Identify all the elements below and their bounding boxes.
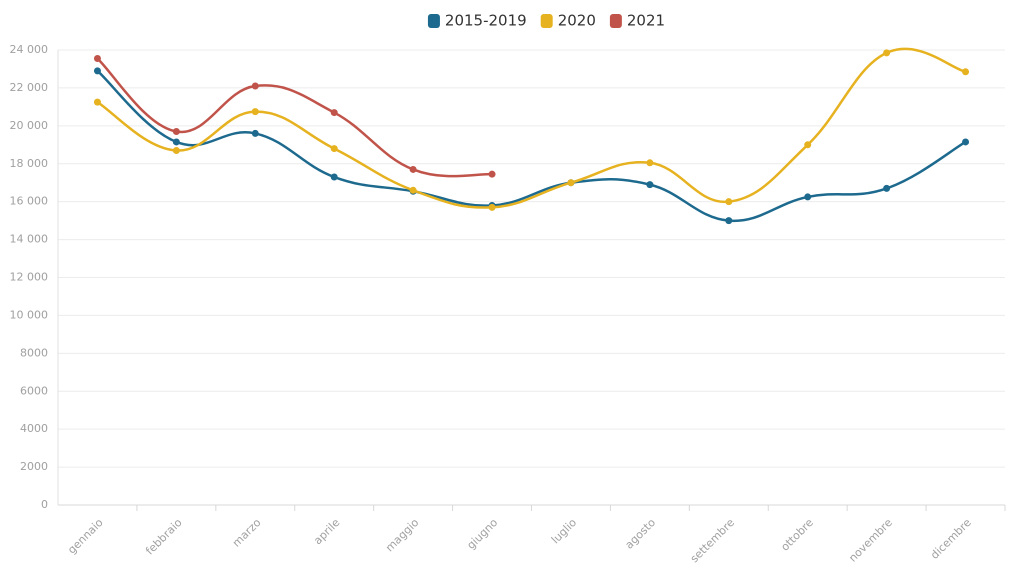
- series-line: [96, 57, 493, 178]
- data-point: [251, 82, 259, 90]
- legend-swatch: [427, 14, 440, 28]
- x-tick-label: luglio: [549, 516, 579, 546]
- legend-label: 2021: [627, 12, 665, 30]
- data-point: [172, 146, 180, 154]
- y-tick-label: 8000: [20, 346, 48, 359]
- y-tick-label: 10 000: [10, 308, 49, 321]
- data-point: [93, 55, 101, 63]
- x-tick-label: marzo: [230, 516, 264, 550]
- y-tick-label: 22 000: [10, 81, 49, 94]
- x-tick-label: novembre: [846, 516, 895, 565]
- data-point: [646, 181, 654, 189]
- x-tick-label: febbraio: [143, 516, 185, 558]
- data-point: [409, 165, 417, 173]
- data-point: [883, 49, 891, 57]
- x-tick-label: maggio: [383, 516, 422, 555]
- data-point: [804, 141, 812, 149]
- data-point: [93, 67, 101, 75]
- y-tick-label: 2000: [20, 460, 48, 473]
- data-point: [804, 193, 812, 201]
- y-tick-label: 18 000: [10, 157, 49, 170]
- x-tick-label: giugno: [464, 516, 500, 552]
- x-tick-label: aprile: [311, 516, 342, 547]
- x-tick-label: ottobre: [778, 516, 816, 554]
- data-point: [962, 138, 970, 146]
- y-tick-label: 0: [41, 498, 48, 511]
- data-point: [409, 186, 417, 194]
- y-tick-label: 4000: [20, 422, 48, 435]
- data-point: [962, 68, 970, 76]
- data-point: [725, 217, 733, 225]
- y-tick-label: 14 000: [10, 233, 49, 246]
- data-point: [251, 108, 259, 116]
- series-line: [96, 47, 966, 209]
- data-point: [330, 145, 338, 153]
- data-point: [330, 109, 338, 117]
- legend-swatch: [540, 14, 553, 28]
- data-point: [883, 184, 891, 192]
- data-point: [488, 170, 496, 178]
- y-tick-label: 20 000: [10, 119, 49, 132]
- x-tick-label: gennaio: [65, 516, 106, 557]
- legend-label: 2015-2019: [445, 12, 527, 30]
- legend-label: 2020: [558, 12, 596, 30]
- data-point: [725, 198, 733, 206]
- data-point: [330, 173, 338, 181]
- y-tick-label: 6000: [20, 384, 48, 397]
- data-point: [646, 159, 654, 167]
- data-point: [93, 98, 101, 106]
- data-point: [172, 138, 180, 146]
- y-tick-label: 16 000: [10, 195, 49, 208]
- data-point: [172, 128, 180, 136]
- y-tick-label: 24 000: [10, 43, 49, 56]
- series-line: [96, 69, 967, 222]
- data-point: [251, 129, 259, 137]
- data-point: [567, 179, 575, 187]
- legend-swatch: [609, 14, 622, 28]
- x-tick-label: agosto: [623, 516, 659, 552]
- x-tick-label: settembre: [688, 516, 737, 565]
- data-point: [488, 203, 496, 211]
- x-tick-label: dicembre: [928, 516, 974, 562]
- y-tick-label: 12 000: [10, 271, 49, 284]
